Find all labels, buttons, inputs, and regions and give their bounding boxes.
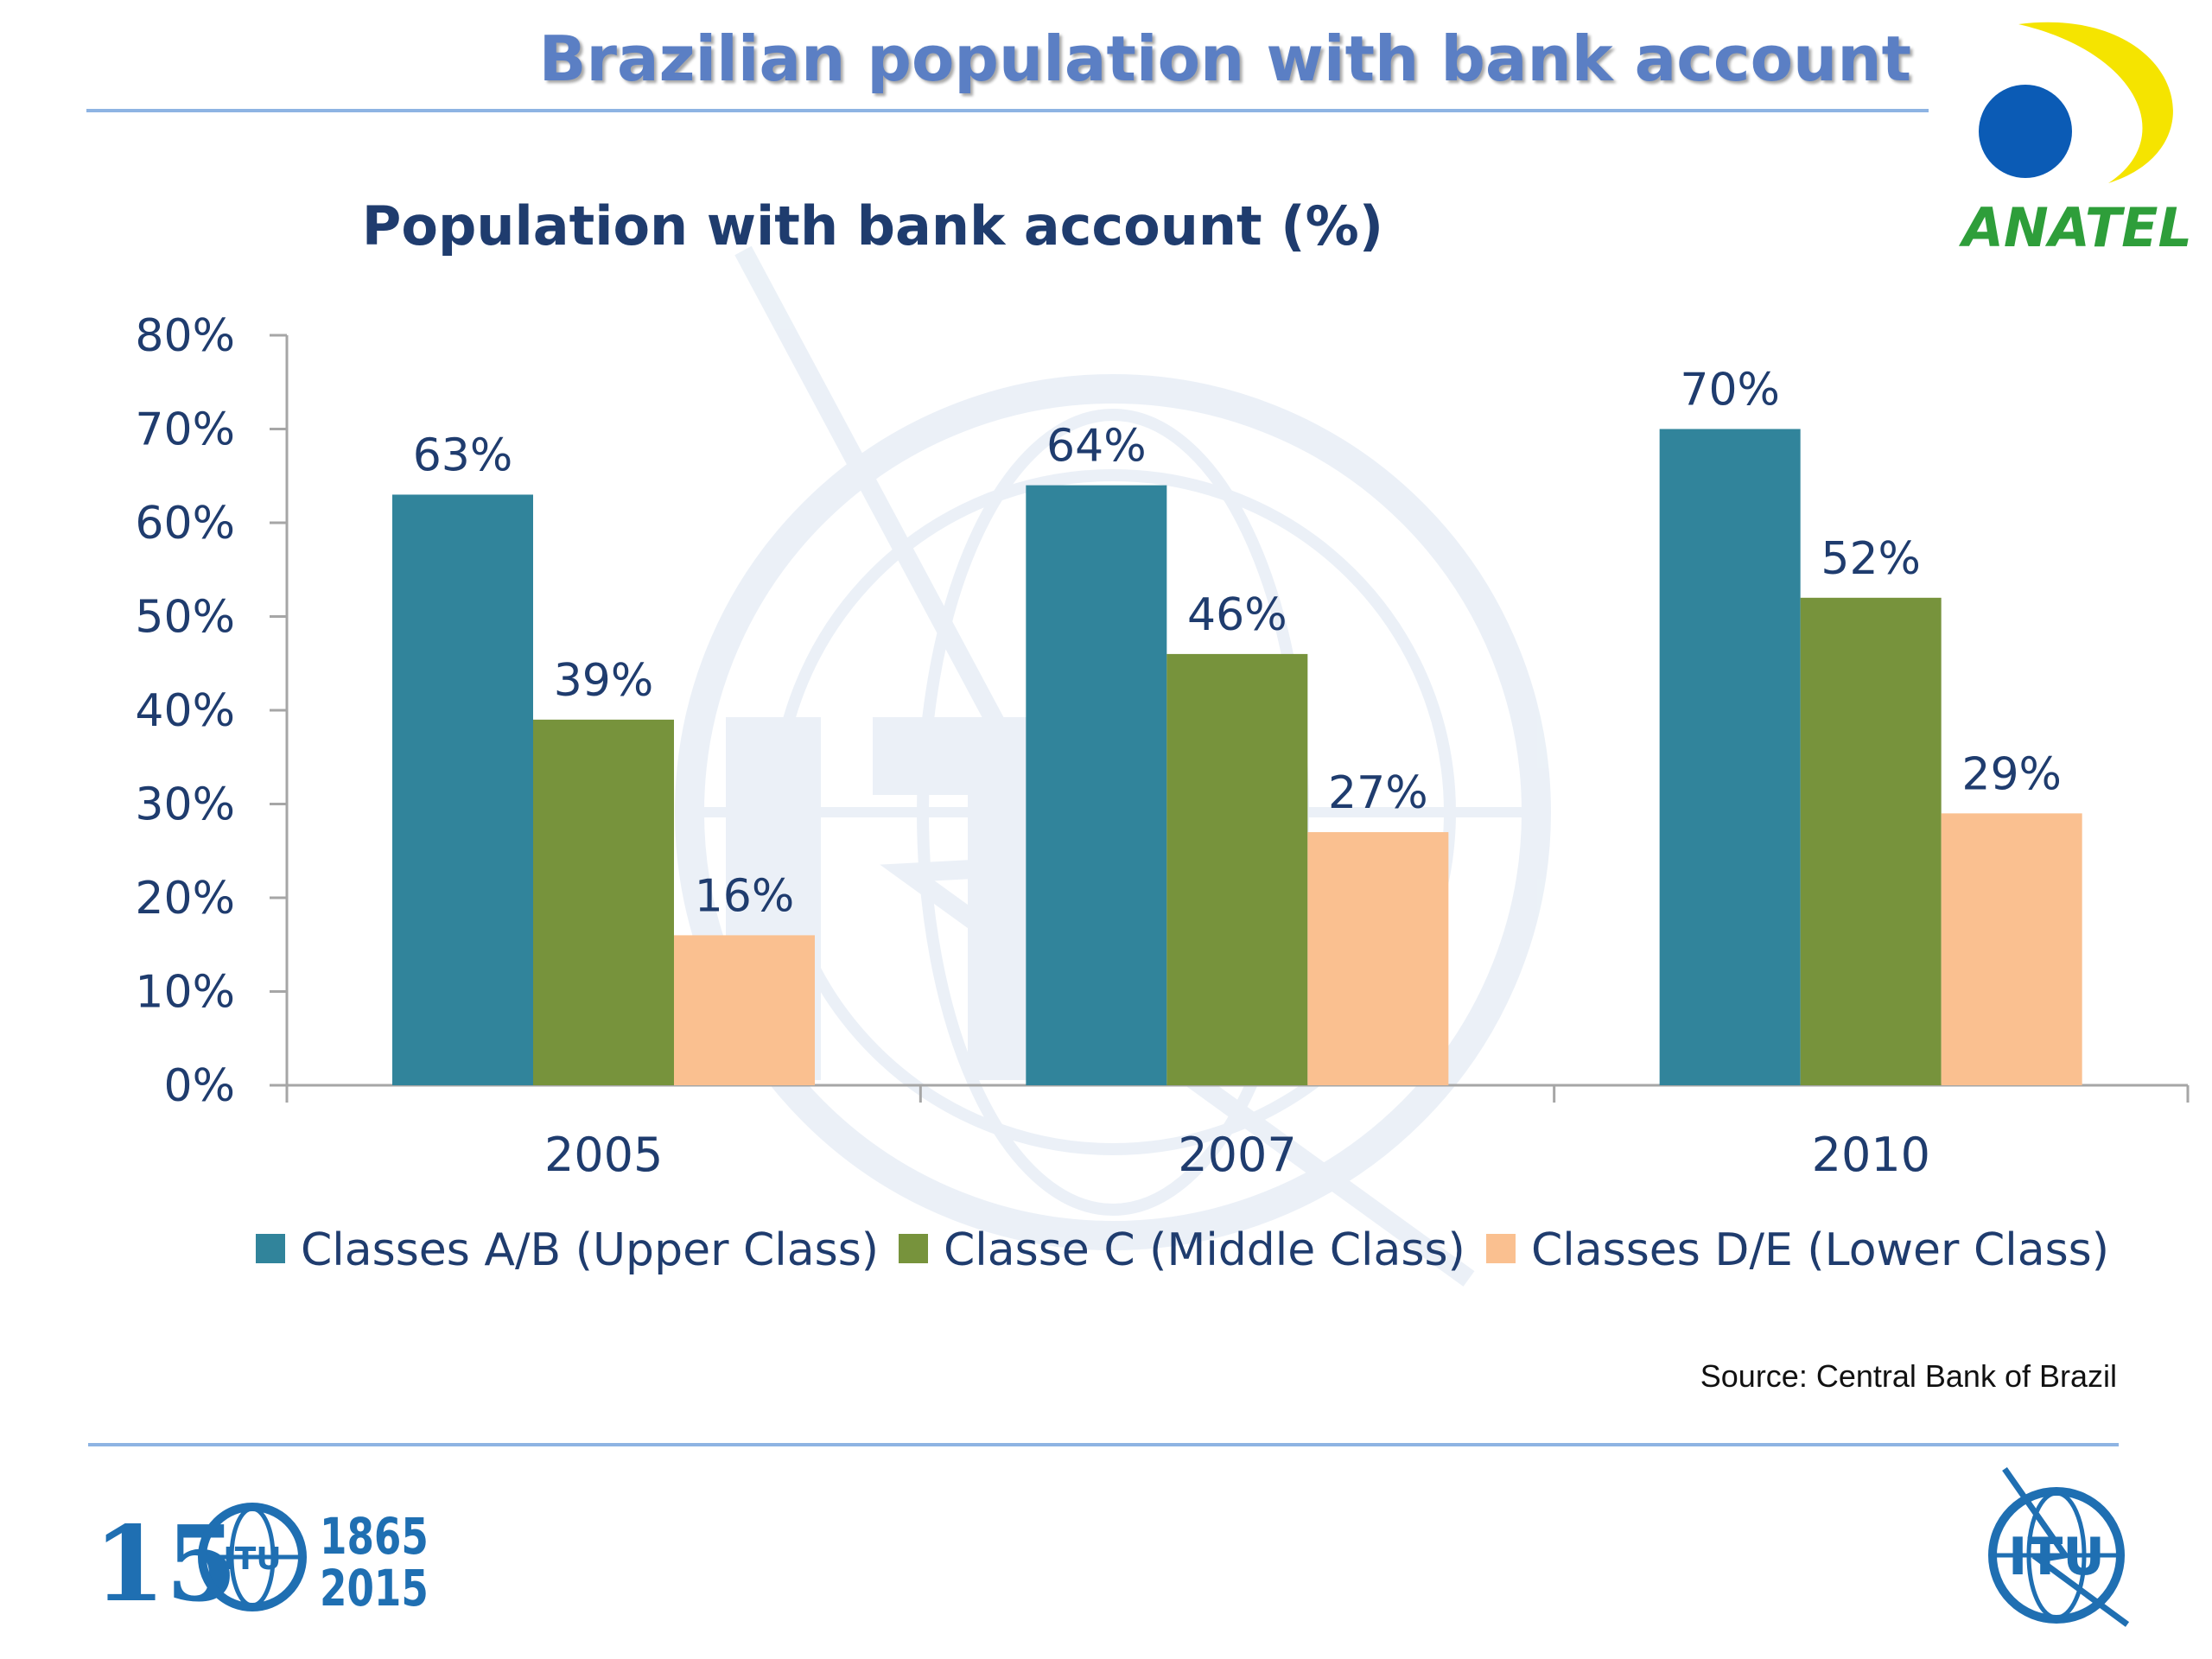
itu-150-year-start: 1865	[320, 1509, 429, 1567]
anatel-logo-arc	[2018, 22, 2173, 183]
data-label: 16%	[695, 870, 795, 922]
slide-title: Brazilian population with bank account	[538, 22, 1911, 95]
category-label: 2005	[544, 1128, 663, 1182]
legend-label-2: Classes D/E (Lower Class)	[1531, 1224, 2109, 1276]
y-tick-label: 10%	[135, 967, 235, 1019]
bar-2007-series-2	[1307, 832, 1449, 1085]
bar-2010-series-2	[1941, 813, 2082, 1085]
bar-2010-series-0	[1659, 429, 1801, 1085]
data-label: 64%	[1046, 421, 1147, 473]
y-tick-label: 70%	[135, 404, 235, 456]
category-label: 2010	[1812, 1128, 1930, 1182]
y-tick-label: 0%	[164, 1060, 236, 1112]
data-label: 52%	[1821, 533, 1921, 585]
chart-legend: Classes A/B (Upper Class) Classe C (Middl…	[256, 1224, 2109, 1276]
itu-150-year-end: 2015	[320, 1560, 429, 1618]
data-label: 63%	[413, 429, 513, 481]
itu-150-globe-text: ITU	[223, 1541, 281, 1577]
data-label: 70%	[1680, 365, 1780, 416]
bar-2005-series-1	[533, 719, 674, 1085]
anatel-logo: ANATEL	[1958, 22, 2192, 259]
y-tick-label: 30%	[135, 779, 235, 831]
source-note: Source: Central Bank of Brazil	[1700, 1358, 2117, 1394]
legend-label-1: Classe C (Middle Class)	[944, 1224, 1465, 1276]
bar-2007-series-1	[1166, 653, 1308, 1085]
anatel-logo-circle	[1979, 85, 2072, 178]
itu-logo-text: ITU	[2008, 1527, 2105, 1587]
bar-2005-series-2	[674, 935, 815, 1085]
data-label: 27%	[1328, 767, 1428, 819]
bar-2005-series-0	[392, 494, 533, 1085]
data-label: 46%	[1187, 589, 1287, 641]
data-label: 29%	[1961, 748, 2062, 800]
itu-150-logo: 15 ITU 1865 2015	[93, 1503, 429, 1625]
chart-title: Population with bank account (%)	[362, 194, 1383, 257]
plot-area: 0% 10% 20% 30% 40% 50% 60% 70% 80% 63% 39% 16% 2005 6…	[135, 310, 2190, 1182]
y-tick-label: 60%	[135, 498, 235, 550]
anatel-logo-text: ANATEL	[1958, 196, 2192, 259]
y-tick-label: 80%	[135, 310, 235, 362]
bar-2010-series-1	[1800, 597, 1942, 1085]
category-label: 2007	[1178, 1128, 1296, 1182]
legend-swatch-2	[1486, 1234, 1516, 1263]
bar-2007-series-0	[1026, 485, 1167, 1085]
data-label: 39%	[554, 655, 654, 707]
legend-swatch-0	[256, 1234, 285, 1263]
legend-swatch-1	[899, 1234, 928, 1263]
itu-logo: ITU	[1988, 1466, 2130, 1627]
y-tick-label: 20%	[135, 873, 235, 925]
legend-label-0: Classes A/B (Upper Class)	[301, 1224, 879, 1276]
y-tick-label: 50%	[135, 592, 235, 644]
y-tick-label: 40%	[135, 685, 235, 737]
